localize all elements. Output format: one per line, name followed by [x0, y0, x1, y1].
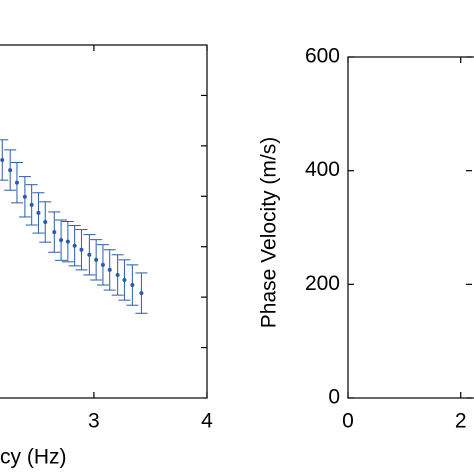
data-point — [43, 220, 48, 225]
y-tick-label: 200 — [305, 272, 340, 295]
plot-frame — [347, 56, 474, 399]
x-tick-label: 0 — [342, 410, 354, 433]
data-point — [94, 257, 99, 262]
x-tick-label: 4 — [201, 410, 213, 433]
y-axis-label: Phase Velocity (m/s) — [258, 137, 281, 328]
y-tick-label: 600 — [305, 45, 340, 68]
data-point — [72, 243, 77, 248]
data-point — [87, 252, 92, 257]
y-tick-label: 0 — [328, 386, 340, 409]
data-point — [29, 202, 34, 207]
data-point — [59, 238, 64, 243]
data-point — [79, 247, 84, 252]
data-point — [65, 239, 70, 244]
data-point — [22, 194, 27, 199]
data-point — [122, 277, 127, 282]
x-axis-label: cy (Hz) — [0, 446, 67, 469]
data-point — [107, 267, 112, 272]
data-point — [36, 210, 41, 215]
data-point — [0, 157, 5, 162]
data-point — [14, 180, 19, 185]
data-point — [115, 272, 120, 277]
x-tick-label: 2 — [455, 410, 467, 433]
data-point — [139, 291, 144, 296]
x-tick-label: 3 — [88, 410, 100, 433]
plot-frame — [0, 44, 208, 399]
y-tick-label: 400 — [305, 158, 340, 181]
data-point — [130, 283, 135, 288]
data-point — [52, 230, 57, 235]
data-point — [8, 168, 13, 173]
data-point — [100, 262, 105, 267]
